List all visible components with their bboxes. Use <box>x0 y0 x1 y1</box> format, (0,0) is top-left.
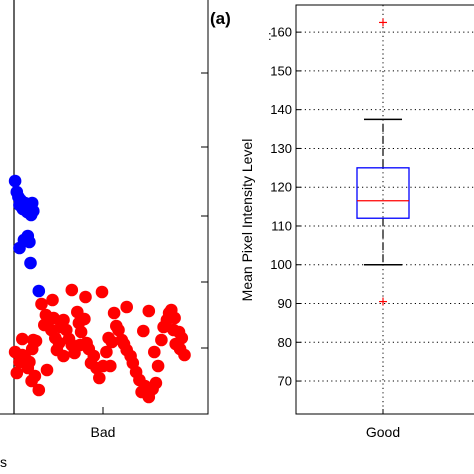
boxplot-panel: 70 80 90 100 110 120 130 140 150 160 : Good Mean … <box>239 4 474 440</box>
y-tick-label: 90 <box>278 296 292 311</box>
red-point <box>27 333 40 347</box>
y-tick-label: 110 <box>271 218 292 233</box>
red-point <box>148 345 161 359</box>
blue-point <box>24 256 37 270</box>
boxplot-grid <box>296 5 474 414</box>
scatter-axis-ticks <box>102 72 208 414</box>
red-point <box>142 304 156 318</box>
red-point <box>173 342 187 356</box>
red-point <box>105 335 119 349</box>
red-point <box>65 283 79 297</box>
scatter-panel: Bad s <box>0 0 209 470</box>
red-point <box>112 323 125 337</box>
red-point <box>52 336 66 350</box>
boxplot-y-axis-label: Mean Pixel Intensity Level <box>239 139 255 302</box>
red-point <box>168 311 181 325</box>
blue-point <box>13 241 26 255</box>
red-point <box>10 366 24 380</box>
red-point <box>46 293 59 307</box>
boxplot-axes-frame <box>295 4 474 415</box>
red-point <box>79 290 92 304</box>
cropped-tick-text: : <box>268 28 272 43</box>
outlier-marker <box>379 297 387 306</box>
blue-point <box>8 174 22 188</box>
y-tick-label: 150 <box>270 63 292 78</box>
red-point <box>15 332 29 346</box>
red-point <box>47 311 60 325</box>
y-tick-label: 100 <box>270 257 292 272</box>
y-tick-label: 160 <box>270 25 292 40</box>
y-tick-label: 120 <box>270 180 292 195</box>
red-point <box>87 349 101 363</box>
red-point <box>40 363 54 377</box>
scatter-category-label: Bad <box>91 424 116 440</box>
red-point <box>155 333 168 347</box>
outlier-marker <box>379 18 387 27</box>
cropped-axis-text: s <box>0 454 7 470</box>
panel-label: (a) <box>210 9 231 28</box>
red-point <box>23 355 36 369</box>
red-point <box>93 371 106 385</box>
red-point <box>73 338 87 352</box>
blue-point <box>27 204 40 218</box>
red-point <box>25 374 38 388</box>
red-point <box>57 349 70 363</box>
red-point <box>78 312 91 326</box>
red-point <box>175 331 189 345</box>
boxplot-y-axis: 70 80 90 100 110 120 130 140 150 160 <box>270 25 384 414</box>
red-point <box>35 297 48 311</box>
y-tick-label: 80 <box>278 335 292 350</box>
blue-point <box>23 235 36 249</box>
y-tick-label: 130 <box>270 141 292 156</box>
iqr-box <box>356 167 410 219</box>
red-point <box>137 324 150 338</box>
boxplot-good <box>356 18 410 306</box>
y-tick-label: 140 <box>270 102 292 117</box>
red-point <box>120 300 133 314</box>
red-point <box>95 285 109 299</box>
red-point <box>74 325 88 339</box>
red-point <box>149 376 163 390</box>
blue-point <box>32 284 46 298</box>
red-point <box>57 313 70 327</box>
red-point <box>107 306 121 320</box>
red-point <box>151 359 165 373</box>
red-point <box>100 345 113 359</box>
y-tick-label: 70 <box>278 374 292 389</box>
red-point <box>32 383 46 397</box>
scatter-points <box>8 174 191 404</box>
red-point <box>104 359 117 373</box>
boxplot-category-label: Good <box>366 424 400 440</box>
